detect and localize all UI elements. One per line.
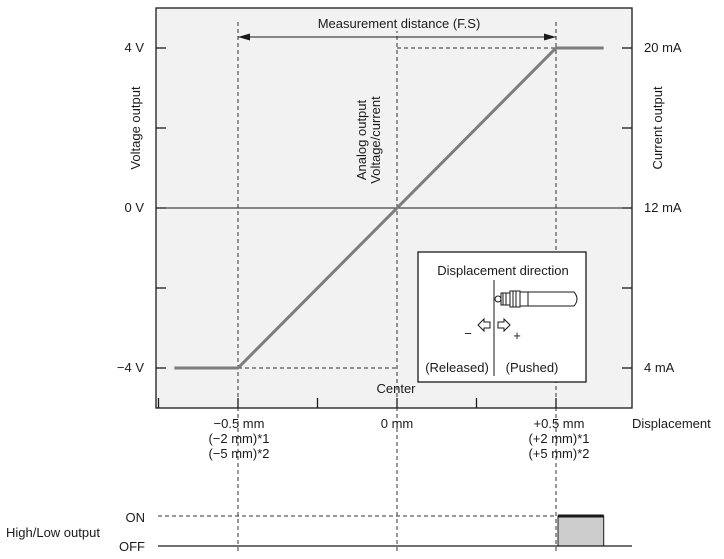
tick-labels: 4 V 0 V −4 V 20 mA 12 mA 4 mA −0.5 mm(−2 mm)*1… (117, 40, 682, 461)
x-tick-label: −0.5 mm (214, 416, 265, 431)
y-axis-left-label: Voltage output (128, 86, 143, 170)
fs-label: Measurement distance (F.S) (318, 16, 481, 31)
on-state-bar (557, 515, 605, 547)
inset-title: Displacement direction (437, 263, 569, 278)
fs-arrow-right-head (544, 33, 556, 41)
x-tick-label: 0 mm (381, 416, 414, 431)
y-left-tick-label: 4 V (124, 40, 144, 55)
x-tick-label: +0.5 mm (534, 416, 585, 431)
on-label: ON (126, 510, 146, 525)
voltage-current-label: Voltage/current (368, 96, 383, 184)
x-tick-label: (−2 mm)*1 (208, 431, 269, 446)
y-right-tick-label: 20 mA (644, 40, 682, 55)
y-right-tick-label: 12 mA (644, 200, 682, 215)
x-tick-label: (+2 mm)*1 (528, 431, 589, 446)
fs-dimension: Measurement distance (F.S) (238, 15, 556, 41)
probe-icon (494, 290, 578, 308)
x-axis-label: Displacement (632, 416, 711, 431)
fs-label-bg (302, 15, 496, 31)
inset-box (417, 251, 587, 383)
fs-arrow-left-head (238, 33, 250, 41)
y-right-tick-label: 4 mA (644, 360, 675, 375)
released-arrow-icon (477, 317, 491, 333)
analog-output-label: Analog output (354, 99, 369, 180)
displacement-inset: Displacement direction − + (Released) (P… (417, 251, 587, 383)
inset-minus: − (464, 326, 472, 341)
axis-ticks (156, 47, 632, 408)
y-left-tick-label: −4 V (117, 360, 144, 375)
x-tick-label: (+5 mm)*2 (528, 446, 589, 461)
pushed-arrow-icon (497, 317, 511, 333)
x-tick-label: (−5 mm)*2 (208, 446, 269, 461)
high-low-output-chart: High/Low output ON OFF (6, 510, 632, 554)
inset-plus: + (513, 328, 521, 343)
off-label: OFF (119, 539, 145, 554)
center-label: Center (376, 381, 416, 396)
y-axis-right-label: Current output (650, 86, 665, 169)
inset-pushed: (Pushed) (506, 360, 559, 375)
high-low-label: High/Low output (6, 525, 100, 540)
y-left-tick-label: 0 V (124, 200, 144, 215)
inset-released: (Released) (425, 360, 489, 375)
series-line (174, 46, 604, 370)
